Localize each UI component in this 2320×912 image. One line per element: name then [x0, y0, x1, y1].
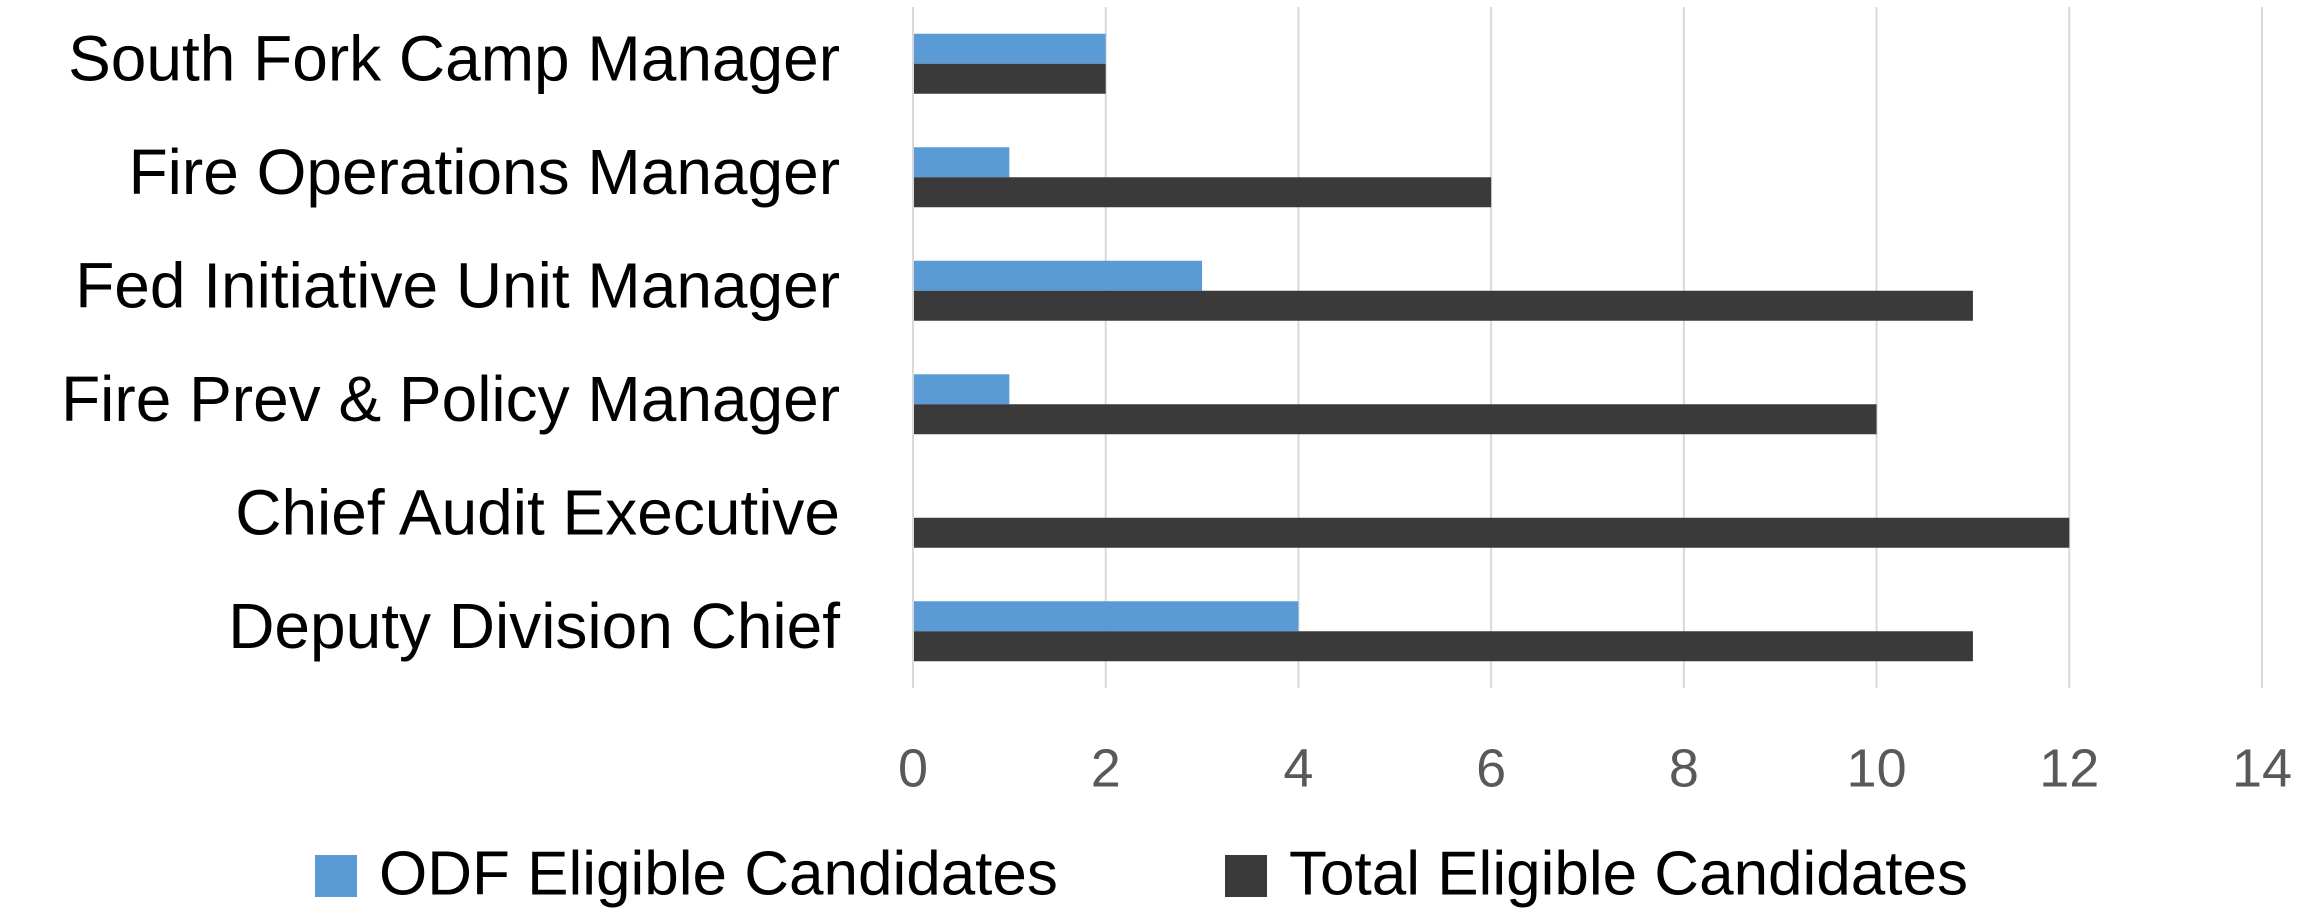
- x-tick-label: 0: [898, 738, 928, 798]
- category-label: South Fork Camp Manager: [68, 23, 840, 95]
- category-label: Fire Prev & Policy Manager: [61, 363, 840, 435]
- legend-label: ODF Eligible Candidates: [379, 839, 1058, 908]
- bar: [913, 404, 1877, 435]
- category-label: Fed Initiative Unit Manager: [75, 250, 840, 322]
- x-tick-label: 8: [1669, 738, 1699, 798]
- bar: [913, 147, 1010, 178]
- x-tick-label: 12: [2039, 738, 2099, 798]
- category-label: Fire Operations Manager: [129, 136, 840, 208]
- bar: [913, 177, 1492, 208]
- x-tick-label: 10: [1847, 738, 1907, 798]
- x-tick-label: 6: [1476, 738, 1506, 798]
- bar: [913, 260, 1203, 291]
- legend-swatch: [315, 855, 357, 897]
- bar: [913, 63, 1106, 94]
- bar: [913, 290, 1973, 321]
- x-tick-label: 14: [2232, 738, 2292, 798]
- bar: [913, 601, 1299, 632]
- legend-label: Total Eligible Candidates: [1289, 839, 1968, 908]
- bar: [913, 374, 1010, 405]
- category-label: Chief Audit Executive: [235, 477, 840, 549]
- category-label: Deputy Division Chief: [228, 590, 840, 662]
- x-tick-label: 4: [1283, 738, 1313, 798]
- bar: [913, 631, 1973, 662]
- legend-swatch: [1225, 855, 1267, 897]
- bar: [913, 33, 1106, 64]
- x-tick-label: 2: [1091, 738, 1121, 798]
- bar: [913, 517, 2070, 548]
